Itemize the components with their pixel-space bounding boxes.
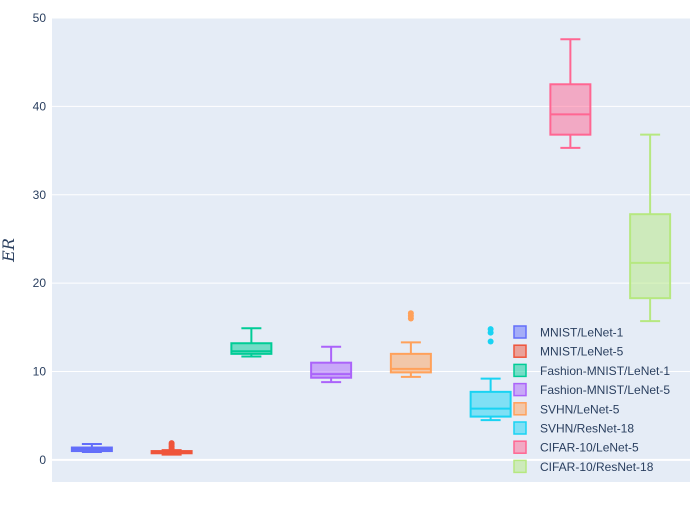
legend-item[interactable]: SVHN/ResNet-18 bbox=[513, 421, 634, 436]
legend-swatch bbox=[513, 421, 527, 435]
legend[interactable]: MNIST/LeNet-1 MNIST/LeNet-5 Fashion-MNIST/… bbox=[513, 325, 670, 474]
legend-swatch bbox=[513, 440, 527, 454]
y-tick-label: 40 bbox=[33, 99, 47, 113]
grid-lines bbox=[52, 17, 690, 461]
legend-swatch bbox=[513, 344, 527, 358]
iqr-box bbox=[389, 352, 432, 374]
iqr-box bbox=[310, 361, 353, 379]
legend-item[interactable]: Fashion-MNIST/LeNet-5 bbox=[513, 382, 670, 397]
box-series-layer bbox=[70, 38, 672, 456]
y-tick-label: 20 bbox=[33, 276, 47, 290]
legend-swatch bbox=[513, 382, 527, 397]
box-svhn-resnet-18 bbox=[469, 326, 512, 422]
legend-label: SVHN/ResNet-18 bbox=[540, 422, 634, 436]
legend-label: CIFAR-10/LeNet-5 bbox=[540, 441, 639, 455]
legend-item[interactable]: Fashion-MNIST/LeNet-1 bbox=[513, 363, 670, 378]
legend-label: Fashion-MNIST/LeNet-5 bbox=[540, 383, 670, 397]
legend-label: MNIST/LeNet-1 bbox=[540, 326, 624, 340]
box-svhn-lenet-5 bbox=[389, 310, 432, 378]
legend-swatch bbox=[513, 325, 527, 339]
y-tick-label: 10 bbox=[33, 365, 47, 379]
y-axis-title: ER bbox=[0, 238, 18, 263]
outlier-point bbox=[487, 326, 494, 333]
iqr-box bbox=[230, 342, 273, 355]
legend-label: Fashion-MNIST/LeNet-1 bbox=[540, 364, 670, 378]
legend-swatch bbox=[513, 363, 527, 378]
legend-item[interactable]: CIFAR-10/LeNet-5 bbox=[513, 440, 639, 455]
outlier-point bbox=[487, 338, 494, 345]
legend-item[interactable]: MNIST/LeNet-5 bbox=[513, 344, 624, 359]
legend-item[interactable]: CIFAR-10/ResNet-18 bbox=[513, 459, 654, 474]
iqr-box bbox=[469, 390, 512, 418]
y-axis-ticks: 0 10 20 30 40 50 bbox=[33, 11, 47, 467]
legend-label: MNIST/LeNet-5 bbox=[540, 345, 624, 359]
outlier-point bbox=[168, 440, 175, 447]
legend-item[interactable]: SVHN/LeNet-5 bbox=[513, 402, 620, 416]
legend-swatch bbox=[513, 459, 527, 474]
box-mnist-lenet-5 bbox=[150, 440, 193, 456]
box-cifar-10-lenet-5 bbox=[549, 38, 592, 149]
legend-label: SVHN/LeNet-5 bbox=[540, 402, 620, 416]
iqr-box bbox=[549, 83, 592, 136]
y-tick-label: 30 bbox=[33, 188, 47, 202]
legend-label: CIFAR-10/ResNet-18 bbox=[540, 460, 654, 474]
iqr-box bbox=[629, 213, 672, 300]
box-fashion-mnist-lenet-1 bbox=[230, 327, 273, 358]
box-mnist-lenet-1 bbox=[70, 442, 113, 453]
outlier-point bbox=[407, 310, 414, 317]
legend-item[interactable]: MNIST/LeNet-1 bbox=[513, 325, 624, 340]
y-tick-label: 50 bbox=[33, 11, 47, 25]
box-fashion-mnist-lenet-5 bbox=[310, 345, 353, 384]
box-cifar-10-resnet-18 bbox=[629, 133, 672, 323]
y-tick-label: 0 bbox=[39, 453, 46, 467]
legend-swatch bbox=[513, 402, 527, 416]
